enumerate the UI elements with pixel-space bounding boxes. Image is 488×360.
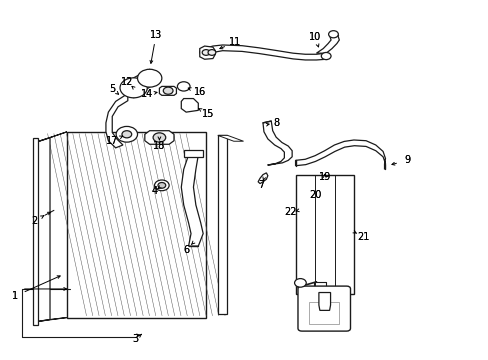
Circle shape [158,183,165,188]
Circle shape [328,31,338,38]
Text: 20: 20 [308,190,321,200]
Text: 2: 2 [31,216,38,226]
Text: 16: 16 [193,87,205,98]
Text: 13: 13 [150,30,162,40]
Circle shape [200,49,209,56]
Polygon shape [38,132,67,141]
Text: 6: 6 [183,245,189,255]
Polygon shape [181,155,203,246]
Polygon shape [38,318,67,321]
Text: 11: 11 [228,37,241,48]
Text: 10: 10 [308,32,321,42]
Circle shape [163,87,173,94]
Circle shape [294,279,305,287]
Polygon shape [67,132,205,318]
Polygon shape [316,35,339,53]
Text: 11: 11 [228,37,241,48]
Text: 20: 20 [308,190,321,200]
Polygon shape [217,135,227,314]
Text: 5: 5 [109,84,115,94]
Text: 3: 3 [132,334,138,344]
Polygon shape [33,138,38,325]
Circle shape [207,50,215,55]
Polygon shape [106,94,127,148]
Text: 9: 9 [404,156,409,165]
Text: 19: 19 [318,172,330,182]
Text: 17: 17 [106,136,118,146]
Circle shape [153,133,165,142]
Polygon shape [204,45,325,60]
Polygon shape [263,121,291,165]
Text: 4: 4 [151,186,157,197]
Text: 18: 18 [153,141,165,151]
Polygon shape [144,131,174,144]
Text: 15: 15 [202,109,214,119]
Circle shape [120,78,147,98]
Text: 14: 14 [141,89,153,99]
Text: 8: 8 [272,118,279,128]
Text: 7: 7 [258,180,264,190]
Text: 21: 21 [357,232,369,242]
Polygon shape [126,69,157,98]
FancyBboxPatch shape [297,286,350,331]
Text: 2: 2 [31,216,38,226]
Text: 1: 1 [12,291,18,301]
Polygon shape [38,138,50,321]
Polygon shape [200,46,215,59]
Polygon shape [181,99,198,112]
Text: 8: 8 [272,118,279,128]
Text: 3: 3 [132,334,138,344]
Circle shape [116,126,137,142]
Text: 22: 22 [284,207,296,217]
Text: 9: 9 [404,156,409,165]
Text: 7: 7 [258,180,264,190]
Bar [295,175,353,294]
Text: 5: 5 [109,84,115,94]
Text: 13: 13 [150,30,162,40]
Circle shape [177,82,190,91]
Text: 12: 12 [121,77,133,87]
Text: 17: 17 [106,136,118,146]
Text: 6: 6 [183,245,189,255]
Circle shape [202,50,209,55]
Text: 18: 18 [153,141,165,151]
Circle shape [154,180,169,191]
Text: 19: 19 [318,172,330,182]
Text: 16: 16 [193,87,205,98]
Polygon shape [295,140,385,169]
Circle shape [321,53,330,60]
Polygon shape [318,293,330,310]
Text: 12: 12 [121,77,133,87]
Bar [308,302,339,324]
Circle shape [122,131,131,138]
Polygon shape [258,173,267,184]
Polygon shape [217,135,243,141]
Text: 21: 21 [357,232,369,242]
Text: 15: 15 [202,109,214,119]
Text: 4: 4 [151,186,157,197]
Circle shape [137,69,162,87]
Polygon shape [159,86,176,95]
Text: 22: 22 [284,207,296,217]
Polygon shape [183,150,203,157]
Text: 1: 1 [12,291,18,301]
Text: 10: 10 [308,32,321,42]
Text: 14: 14 [141,89,153,99]
